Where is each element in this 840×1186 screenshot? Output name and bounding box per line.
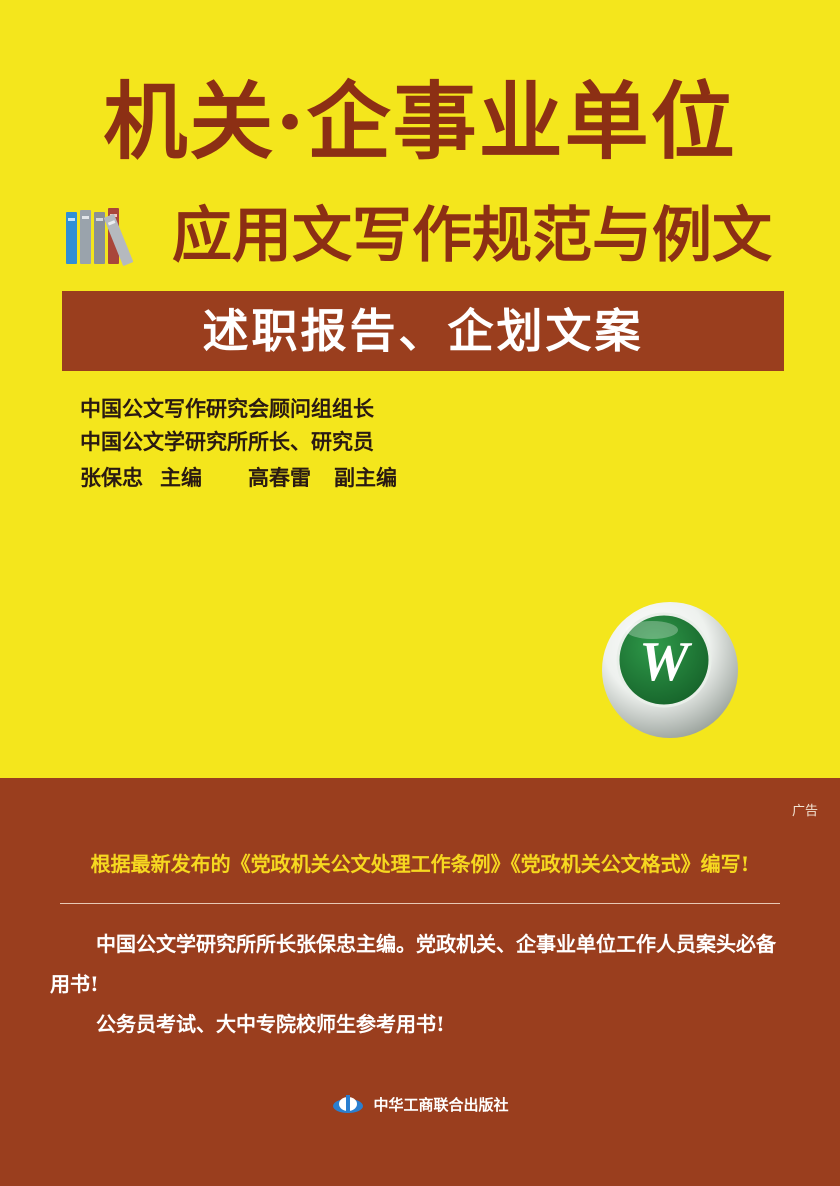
promo-headline: 根据最新发布的《党政机关公文处理工作条例》《党政机关公文格式》编写! <box>90 852 750 876</box>
promo-paragraph: 中国公文学研究所所长张保忠主编。党政机关、企事业单位工作人员案头必备用书! <box>50 932 776 996</box>
deputy-editor-name: 高春雷 <box>248 465 311 490</box>
volume-title-band: 述职报告、企划文案 <box>62 291 784 371</box>
divider <box>60 903 780 904</box>
author-credit-line: 中国公文学研究所所长、研究员 <box>80 429 374 454</box>
books-icon <box>66 208 134 266</box>
deputy-editor-role: 副主编 <box>334 465 397 490</box>
volume-title: 述职报告、企划文案 <box>202 304 644 358</box>
editors-line: 张保忠 主编 高春雷 副主编 <box>80 461 680 494</box>
author-credits: 中国公文写作研究会顾问组组长 中国公文学研究所所长、研究员 张保忠 主编 高春雷 副主… <box>80 392 680 494</box>
publisher-name: 中华工商联合出版社 <box>373 1095 509 1114</box>
chief-editor-role: 主编 <box>160 465 202 490</box>
promo-panel: 广告 根据最新发布的《党政机关公文处理工作条例》《党政机关公文格式》编写! 中国… <box>0 778 840 1186</box>
publisher-logo-icon <box>333 1095 364 1113</box>
w-logo-icon: W <box>602 602 738 738</box>
publisher: 中华工商联合出版社 <box>0 1093 840 1115</box>
book-subtitle: 应用文写作规范与例文 <box>172 201 772 271</box>
promo-description: 中国公文学研究所所长张保忠主编。党政机关、企事业单位工作人员案头必备用书! 公务… <box>50 924 790 1044</box>
series-title: 机关·企事业单位 <box>103 72 737 171</box>
chief-editor-name: 张保忠 <box>80 465 143 490</box>
ad-label: 广告 <box>791 804 818 819</box>
author-credit-line: 中国公文写作研究会顾问组组长 <box>80 396 374 421</box>
logo-letter: W <box>639 631 693 693</box>
promo-paragraph: 公务员考试、大中专院校师生参考用书! <box>96 1012 445 1036</box>
